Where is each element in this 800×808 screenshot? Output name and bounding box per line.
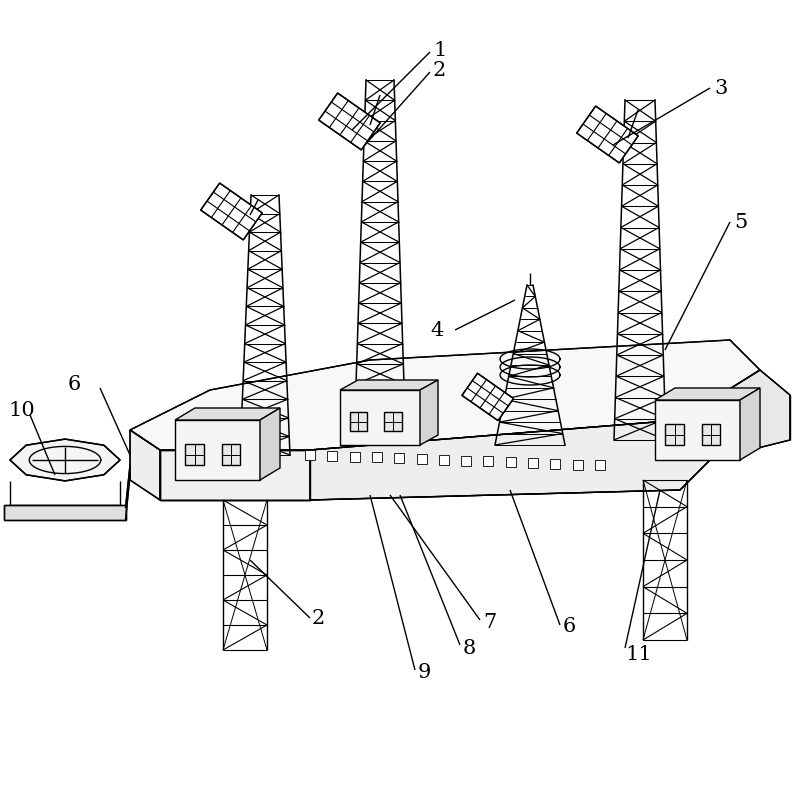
Bar: [550, 459, 560, 469]
Polygon shape: [655, 388, 760, 400]
Bar: [340, 390, 420, 445]
Bar: [528, 458, 538, 468]
Text: 4: 4: [430, 321, 443, 339]
Text: 7: 7: [483, 612, 496, 632]
Bar: [702, 424, 721, 445]
Polygon shape: [175, 408, 280, 420]
Bar: [417, 454, 426, 464]
Bar: [185, 444, 204, 465]
Bar: [595, 461, 605, 470]
Polygon shape: [462, 373, 514, 421]
Polygon shape: [130, 340, 760, 450]
Polygon shape: [420, 380, 438, 445]
Polygon shape: [10, 439, 120, 481]
Bar: [384, 412, 402, 431]
Bar: [483, 457, 494, 466]
Polygon shape: [577, 106, 638, 163]
Bar: [461, 456, 471, 465]
Bar: [655, 400, 740, 460]
Polygon shape: [201, 183, 262, 240]
Bar: [327, 451, 338, 461]
Text: 6: 6: [68, 376, 82, 394]
Polygon shape: [260, 408, 280, 480]
Polygon shape: [318, 93, 380, 150]
Text: 10: 10: [8, 401, 34, 419]
Text: 2: 2: [312, 608, 326, 628]
Text: 3: 3: [714, 78, 727, 98]
Polygon shape: [310, 420, 710, 500]
Bar: [305, 450, 315, 460]
Bar: [573, 460, 582, 469]
Polygon shape: [5, 505, 126, 520]
Text: 8: 8: [463, 638, 476, 658]
Bar: [175, 420, 260, 480]
Bar: [350, 452, 360, 461]
Polygon shape: [680, 370, 790, 460]
Text: 1: 1: [433, 40, 446, 60]
Bar: [222, 444, 241, 465]
Bar: [372, 452, 382, 462]
Polygon shape: [740, 388, 760, 460]
Text: 9: 9: [418, 663, 431, 683]
Polygon shape: [126, 465, 130, 520]
Bar: [439, 455, 449, 465]
Bar: [666, 424, 684, 445]
Text: 5: 5: [734, 213, 747, 232]
Polygon shape: [130, 430, 160, 500]
Text: 2: 2: [433, 61, 446, 79]
Polygon shape: [340, 380, 438, 390]
Text: 6: 6: [563, 617, 576, 637]
Polygon shape: [160, 450, 310, 500]
Bar: [350, 412, 367, 431]
Bar: [506, 457, 516, 467]
Bar: [394, 453, 404, 463]
Text: 11: 11: [625, 646, 652, 664]
